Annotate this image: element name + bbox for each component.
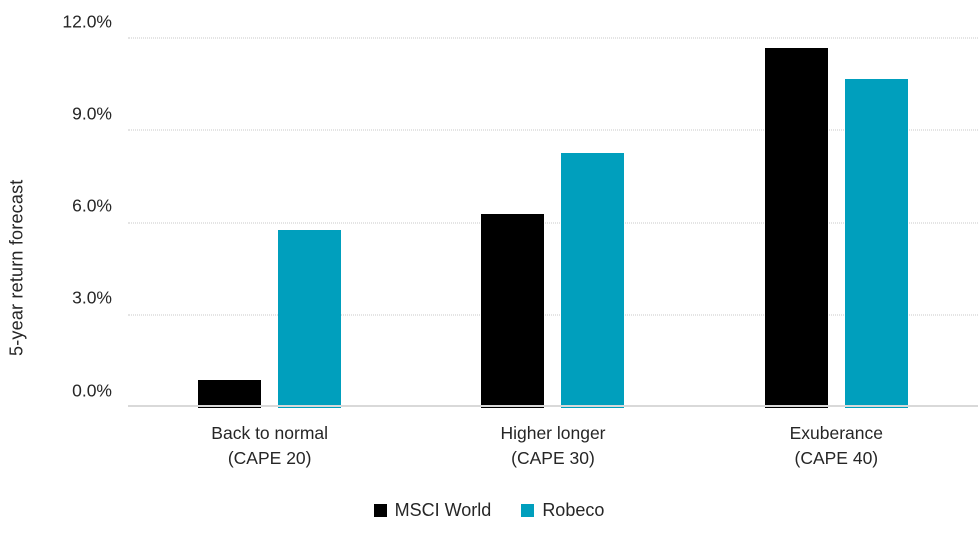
legend-swatch-icon [373,503,387,517]
gridline-3 [128,314,978,316]
y-axis-title: 5-year return forecast [6,179,27,356]
y-tick-label: 6.0% [72,195,112,216]
bar-robeco [278,229,342,408]
gridline-9 [128,129,978,131]
y-tick-label: 3.0% [72,287,112,308]
bar-groups [128,39,978,408]
bar-group [128,39,411,408]
legend-item-msci-world: MSCI World [373,500,492,520]
gridline-12 [128,37,978,39]
legend-item-robeco: Robeco [521,501,604,519]
legend-swatch-icon [521,503,535,517]
legend: MSCI World Robeco [0,501,978,519]
bar-group [695,39,978,408]
plot-area: 0.0% 3.0% 6.0% 9.0% 12.0% [62,12,978,408]
bar-robeco [844,78,908,408]
x-axis-category-labels: Back to normal (CAPE 20) Higher longer (CAP… [128,421,978,471]
category-label: Higher longer (CAPE 30) [411,421,694,471]
y-tick-label: 9.0% [72,103,112,123]
legend-label: MSCI World [394,500,492,520]
bar-msci-world [764,48,828,408]
gridline-0 [128,405,978,407]
bar-msci-world [481,214,545,408]
category-label-line2: (CAPE 30) [511,448,595,468]
y-tick-label: 12.0% [62,10,112,31]
gridline-6 [128,222,978,223]
bar-msci-world [198,380,262,408]
bar-robeco [561,152,625,408]
legend-label: Robeco [542,500,605,520]
category-label: Exuberance (CAPE 40) [695,421,978,471]
bar-group [411,39,694,408]
category-label: Back to normal (CAPE 20) [128,421,411,471]
category-label-line1: Back to normal [211,423,329,443]
category-label-line2: (CAPE 20) [227,448,312,468]
category-label-line2: (CAPE 40) [794,448,879,468]
category-label-line1: Higher longer [500,423,606,443]
category-label-line1: Exuberance [789,423,884,443]
y-tick-label: 0.0% [72,379,112,400]
